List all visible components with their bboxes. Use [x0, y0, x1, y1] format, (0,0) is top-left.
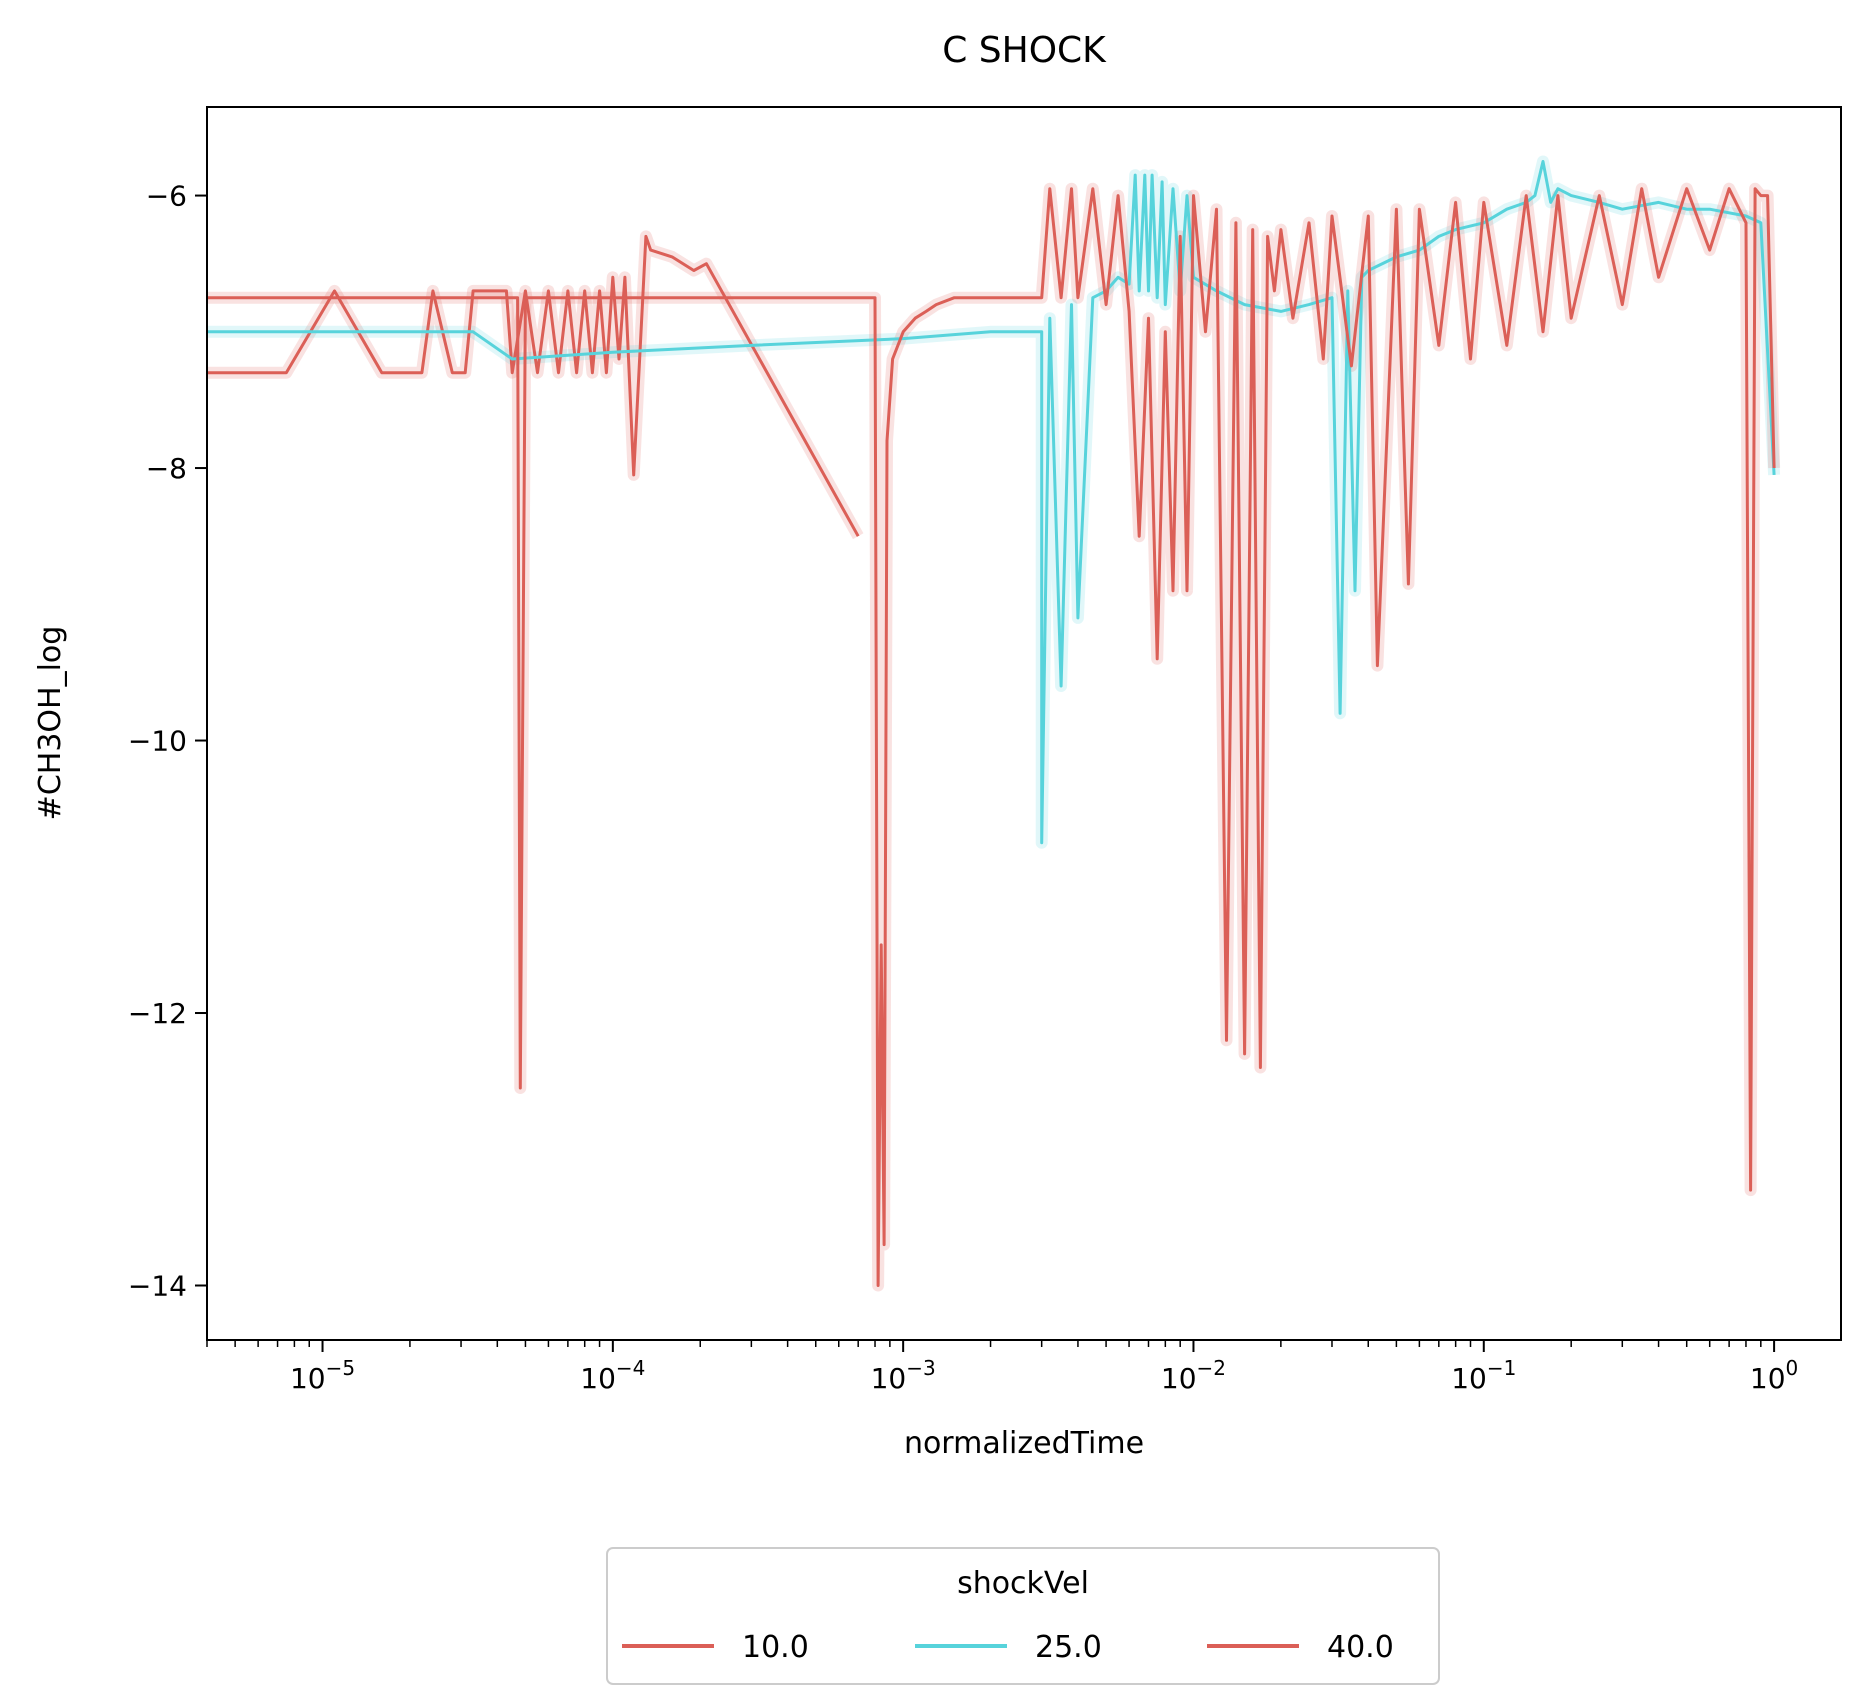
x-tick-label: 10−2 — [1161, 1356, 1226, 1395]
plot-frame — [206, 106, 1842, 1341]
series-line-2 — [207, 187, 1776, 1287]
chart-title: C SHOCK — [942, 30, 1107, 71]
y-tick-label: −6 — [146, 180, 187, 213]
y-axis-label: #CH3OH_log — [33, 626, 68, 821]
x-axis-label: normalizedTime — [904, 1426, 1144, 1461]
x-axis: 10−5 10−4 10−3 10−2 10−1 100 — [206, 1340, 1798, 1395]
x-tick-label: 100 — [1750, 1356, 1798, 1395]
legend: shockVel 10.0 25.0 40.0 — [606, 1547, 1440, 1685]
series-line-0 — [207, 234, 860, 537]
legend-title: shockVel — [957, 1566, 1089, 1601]
y-tick-label: −12 — [128, 997, 187, 1030]
legend-entry-label: 25.0 — [1035, 1630, 1102, 1665]
legend-entry-label: 40.0 — [1327, 1630, 1394, 1665]
legend-box — [606, 1547, 1440, 1685]
y-axis: −6 −8 −10 −12 −14 — [128, 180, 207, 1303]
x-tick-label: 10−5 — [290, 1356, 355, 1395]
legend-entry-label: 10.0 — [742, 1630, 809, 1665]
y-tick-label: −10 — [128, 725, 187, 758]
x-tick-label: 10−1 — [1451, 1356, 1516, 1395]
x-tick-label: 10−4 — [580, 1356, 645, 1395]
x-tick-label: 10−3 — [871, 1356, 936, 1395]
y-tick-label: −14 — [128, 1270, 187, 1303]
plot-background — [207, 107, 1841, 1340]
y-tick-label: −8 — [146, 452, 187, 485]
series-lines — [207, 160, 1776, 1287]
